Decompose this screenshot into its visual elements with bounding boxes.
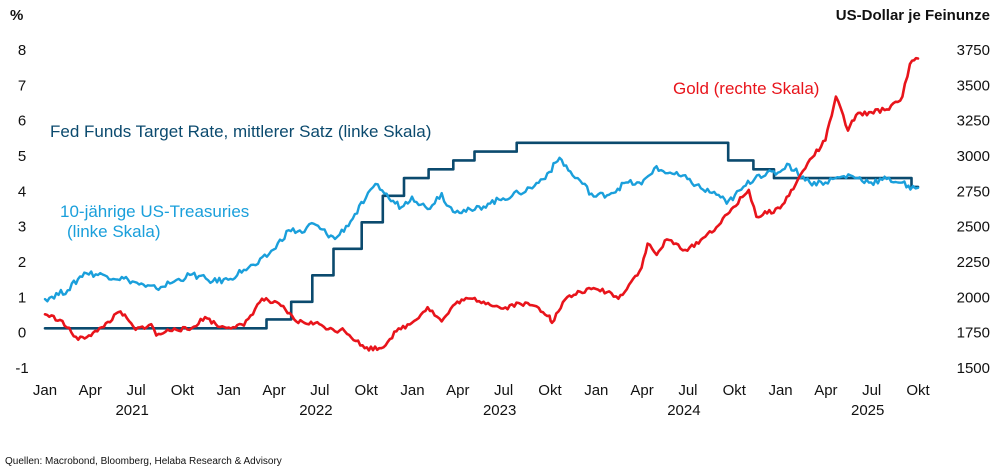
x-year-label: 2024 xyxy=(667,402,700,419)
series-layer xyxy=(43,56,920,352)
x-month-label: Jan xyxy=(400,382,424,399)
left-tick-label: -1 xyxy=(15,360,28,377)
left-axis-unit: % xyxy=(10,7,23,24)
x-month-label: Jan xyxy=(33,382,57,399)
right-tick-label: 1500 xyxy=(957,360,990,377)
x-month-label: Apr xyxy=(446,382,469,399)
x-month-label: Jul xyxy=(678,382,697,399)
x-axis-year-labels: 2021 2022 2023 2024 2025 xyxy=(115,402,884,419)
left-tick-label: 4 xyxy=(18,183,26,200)
x-month-label: Jan xyxy=(584,382,608,399)
x-month-label: Okt xyxy=(171,382,195,399)
left-tick-label: 8 xyxy=(18,42,26,59)
left-tick-label: 2 xyxy=(18,254,26,271)
fed-funds-annotation: Fed Funds Target Rate, mittlerer Satz (l… xyxy=(50,122,431,141)
right-tick-label: 2750 xyxy=(957,183,990,200)
left-tick-label: 6 xyxy=(18,113,26,130)
right-tick-label: 3000 xyxy=(957,148,990,165)
x-month-label: Apr xyxy=(814,382,837,399)
right-tick-label: 3750 xyxy=(957,42,990,59)
fed-funds-line xyxy=(43,141,920,330)
x-month-label: Okt xyxy=(906,382,930,399)
right-tick-label: 2500 xyxy=(957,219,990,236)
left-tick-label: 1 xyxy=(18,289,26,306)
treasury-annotation-line2: (linke Skala) xyxy=(67,222,161,241)
x-month-label: Apr xyxy=(79,382,102,399)
x-month-label: Jul xyxy=(862,382,881,399)
x-year-label: 2025 xyxy=(851,402,884,419)
left-tick-label: 7 xyxy=(18,77,26,94)
right-tick-label: 1750 xyxy=(957,325,990,342)
right-tick-label: 3250 xyxy=(957,113,990,130)
x-year-label: 2022 xyxy=(299,402,332,419)
x-month-label: Jan xyxy=(217,382,241,399)
x-year-label: 2021 xyxy=(115,402,148,419)
x-month-label: Apr xyxy=(262,382,285,399)
x-month-label: Jul xyxy=(127,382,146,399)
treasury-annotation-line1: 10-jährige US-Treasuries xyxy=(60,202,249,221)
x-year-label: 2023 xyxy=(483,402,516,419)
x-month-label: Okt xyxy=(538,382,562,399)
right-axis-ticks: 3750 3500 3250 3000 2750 2500 2250 2000 1750 1500 xyxy=(957,42,990,377)
right-tick-label: 3500 xyxy=(957,77,990,94)
gold-annotation: Gold (rechte Skala) xyxy=(673,79,819,98)
x-month-label: Jul xyxy=(310,382,329,399)
x-axis-month-labels: Jan Apr Jul Okt Jan Apr Jul Okt Jan Apr Jul Okt Jan A… xyxy=(33,382,931,399)
source-note: Quellen: Macrobond, Bloomberg, Helaba Re… xyxy=(5,456,282,467)
left-tick-label: 0 xyxy=(18,325,26,342)
x-month-label: Jan xyxy=(768,382,792,399)
right-axis-unit: US-Dollar je Feinunze xyxy=(836,7,990,24)
right-tick-label: 2250 xyxy=(957,254,990,271)
x-month-label: Apr xyxy=(630,382,653,399)
left-tick-label: 5 xyxy=(18,148,26,165)
x-month-label: Okt xyxy=(723,382,747,399)
left-axis-ticks: 8 7 6 5 4 3 2 1 0 -1 xyxy=(15,42,28,377)
x-month-label: Jul xyxy=(494,382,513,399)
x-month-label: Okt xyxy=(355,382,379,399)
gold-line xyxy=(43,56,920,352)
right-tick-label: 2000 xyxy=(957,289,990,306)
treasury-line xyxy=(43,156,920,303)
left-tick-label: 3 xyxy=(18,219,26,236)
